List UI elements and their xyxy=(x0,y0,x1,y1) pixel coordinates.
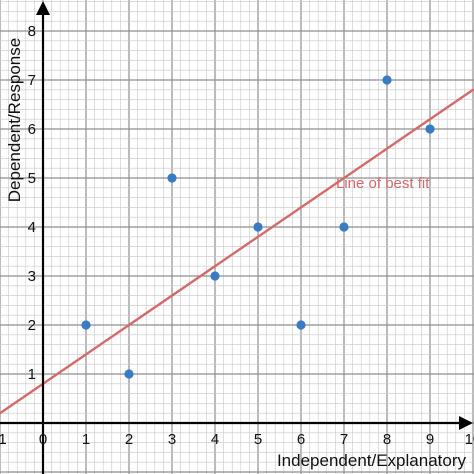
data-point xyxy=(167,173,177,183)
y-axis-title: Dependent/Response xyxy=(5,38,24,202)
y-tick-label: 8 xyxy=(28,23,36,40)
fit-line-group xyxy=(0,88,474,415)
y-tick-label: 2 xyxy=(28,317,36,334)
x-tick-label: 4 xyxy=(211,431,219,448)
fit-line-label: Line of best fit xyxy=(336,175,430,192)
tick-labels: -1 0 1 2 3 4 5 6 7 8 9 10 1 2 3 4 5 6 7 8 xyxy=(0,23,474,448)
data-point xyxy=(382,75,392,85)
y-tick-label: 4 xyxy=(28,219,36,236)
y-tick-label: 1 xyxy=(28,366,36,383)
x-tick-label: 2 xyxy=(125,431,133,448)
x-tick-label: 9 xyxy=(426,431,434,448)
y-tick-label: 5 xyxy=(28,170,36,187)
data-point xyxy=(210,271,220,281)
x-tick-label: 1 xyxy=(82,431,90,448)
best-fit-line xyxy=(0,88,474,415)
data-point xyxy=(124,369,134,379)
y-tick-label: 3 xyxy=(28,268,36,285)
x-axis-arrow xyxy=(459,416,473,430)
data-points xyxy=(81,75,435,379)
data-point xyxy=(425,124,435,134)
y-axis-arrow xyxy=(36,1,50,15)
y-tick-label: 7 xyxy=(28,72,36,89)
data-point xyxy=(81,320,91,330)
x-tick-label: 8 xyxy=(383,431,391,448)
x-tick-label: 0 xyxy=(39,431,47,448)
x-tick-label: 6 xyxy=(297,431,305,448)
x-tick-label: 5 xyxy=(254,431,262,448)
data-point xyxy=(339,222,349,232)
data-point xyxy=(296,320,306,330)
x-tick-label: 10 xyxy=(465,431,474,448)
x-tick-label: 7 xyxy=(340,431,348,448)
y-tick-label: 6 xyxy=(28,121,36,138)
data-point xyxy=(253,222,263,232)
x-tick-label: 3 xyxy=(168,431,176,448)
x-tick-label: -1 xyxy=(0,431,7,448)
x-axis-title: Independent/Explanatory xyxy=(277,451,467,470)
